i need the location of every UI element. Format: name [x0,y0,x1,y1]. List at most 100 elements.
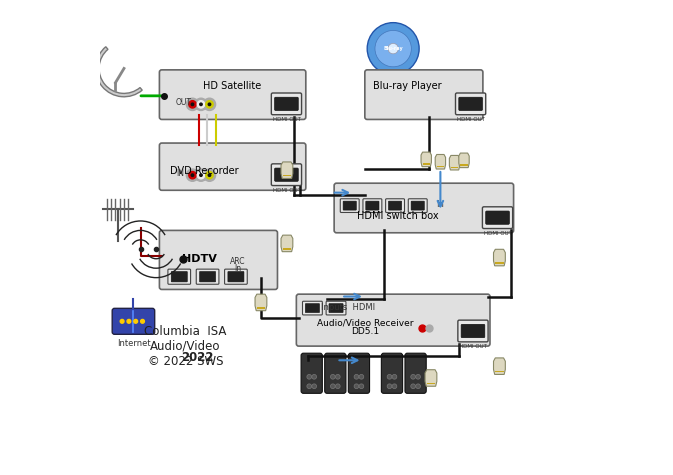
FancyBboxPatch shape [171,272,187,282]
Circle shape [411,374,415,379]
Text: HDMI OUT: HDMI OUT [484,231,511,236]
Text: Blu-ray Player: Blu-ray Player [373,81,441,91]
FancyBboxPatch shape [112,308,155,334]
FancyBboxPatch shape [458,320,488,342]
Polygon shape [493,358,505,374]
Polygon shape [427,383,435,384]
Polygon shape [493,249,505,266]
Circle shape [416,384,421,389]
FancyBboxPatch shape [341,199,359,212]
Circle shape [203,169,215,181]
Circle shape [134,319,137,323]
Wedge shape [96,47,142,97]
Circle shape [375,30,411,67]
Circle shape [200,103,202,105]
Circle shape [200,174,202,176]
FancyBboxPatch shape [405,353,426,393]
Circle shape [416,374,421,379]
Text: HDTV: HDTV [182,254,217,264]
Polygon shape [451,167,458,168]
Polygon shape [459,153,469,168]
Text: DD5.1: DD5.1 [351,327,379,336]
FancyBboxPatch shape [483,207,513,228]
Text: DVD Recorder: DVD Recorder [170,166,239,176]
Circle shape [189,101,196,108]
Circle shape [307,374,312,379]
Text: HDMI switch box: HDMI switch box [357,211,439,221]
Circle shape [203,98,215,111]
Circle shape [312,384,316,389]
Circle shape [120,319,124,323]
Text: Audio/Video Receiver: Audio/Video Receiver [316,319,413,328]
Polygon shape [421,152,431,167]
FancyBboxPatch shape [349,353,369,393]
Text: HDMI OUT: HDMI OUT [273,188,300,193]
Circle shape [392,384,397,389]
Text: HDMI OUT: HDMI OUT [457,117,485,122]
Circle shape [127,319,131,323]
Circle shape [387,374,392,379]
FancyBboxPatch shape [225,269,247,284]
Circle shape [359,384,364,389]
Circle shape [206,101,213,108]
FancyBboxPatch shape [160,230,277,289]
FancyBboxPatch shape [200,272,215,282]
Text: HDMI OUT: HDMI OUT [273,117,300,122]
Text: 2022: 2022 [181,352,213,364]
Polygon shape [495,371,503,372]
Circle shape [208,174,211,176]
Text: In: In [435,200,444,209]
FancyBboxPatch shape [275,168,298,181]
Circle shape [197,101,205,108]
Text: Inputs  HDMI: Inputs HDMI [321,303,376,312]
Circle shape [191,174,194,176]
FancyBboxPatch shape [486,211,509,224]
Circle shape [354,374,359,379]
Text: Blu-ray: Blu-ray [384,46,403,51]
FancyBboxPatch shape [365,70,483,119]
Circle shape [367,23,419,75]
Circle shape [330,384,335,389]
Polygon shape [283,175,291,177]
Circle shape [194,98,207,111]
Polygon shape [460,164,468,166]
Circle shape [388,43,398,54]
FancyBboxPatch shape [461,324,485,338]
Circle shape [186,98,199,111]
Circle shape [312,374,316,379]
Circle shape [186,169,199,181]
FancyBboxPatch shape [388,201,402,210]
FancyBboxPatch shape [386,199,404,212]
FancyBboxPatch shape [326,301,346,315]
FancyBboxPatch shape [271,164,302,186]
Circle shape [411,384,415,389]
Polygon shape [283,248,291,250]
FancyBboxPatch shape [160,143,306,190]
FancyBboxPatch shape [382,353,402,393]
Circle shape [359,374,364,379]
Text: IN: IN [176,169,184,178]
FancyBboxPatch shape [343,201,356,210]
FancyBboxPatch shape [301,353,322,393]
Circle shape [330,374,335,379]
FancyBboxPatch shape [459,97,483,111]
FancyBboxPatch shape [228,272,244,282]
FancyBboxPatch shape [168,269,190,284]
FancyBboxPatch shape [411,201,425,210]
Text: HDMI OUT: HDMI OUT [459,344,487,349]
Text: ARC: ARC [229,256,245,266]
FancyBboxPatch shape [275,97,298,111]
Polygon shape [450,155,460,170]
Text: OUT: OUT [176,98,192,107]
FancyBboxPatch shape [306,304,320,313]
Circle shape [191,103,194,105]
Text: Internet: Internet [116,339,150,348]
Polygon shape [495,262,503,264]
Circle shape [206,171,213,179]
Circle shape [197,171,205,179]
Polygon shape [255,294,267,311]
FancyBboxPatch shape [271,93,302,115]
FancyBboxPatch shape [366,201,379,210]
FancyBboxPatch shape [160,70,306,119]
FancyBboxPatch shape [197,269,219,284]
